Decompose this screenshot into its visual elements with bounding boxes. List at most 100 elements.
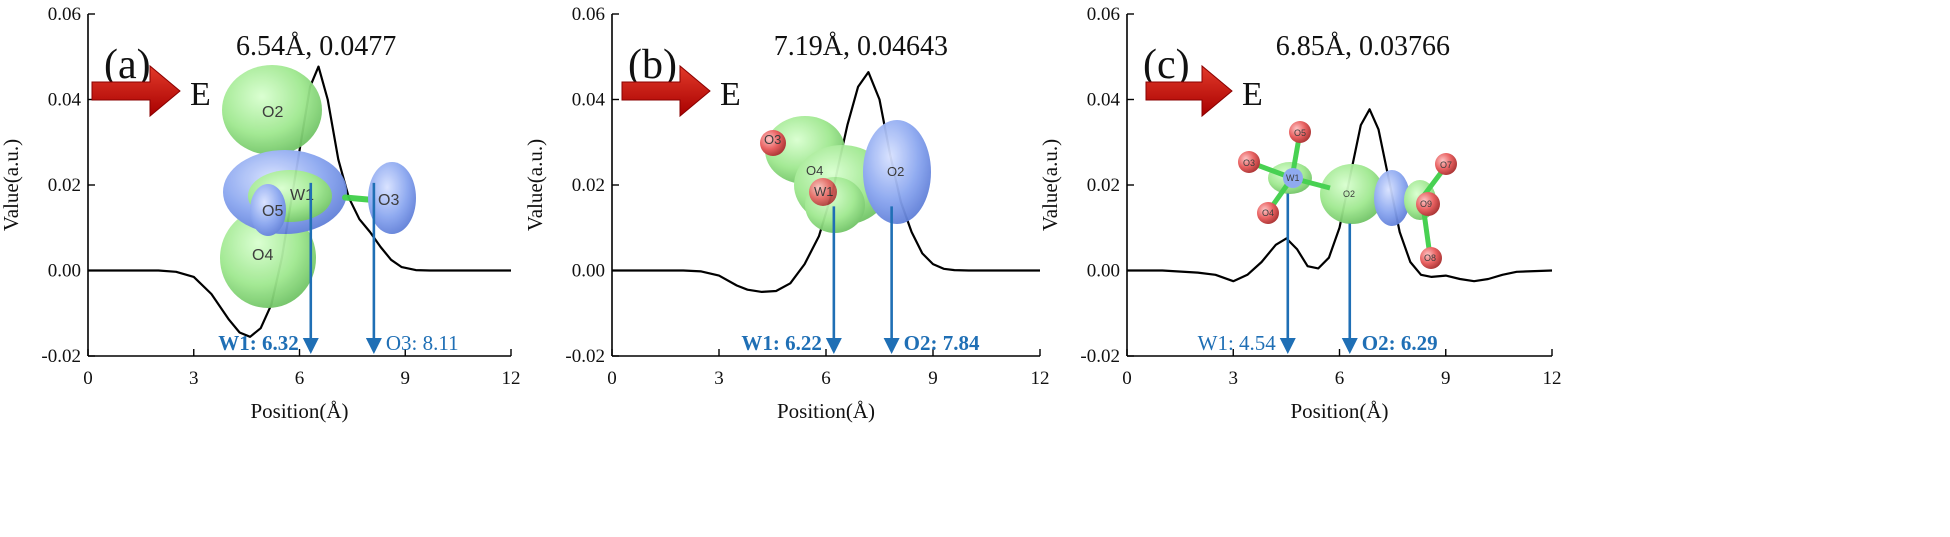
green-lobe (1320, 164, 1384, 224)
arrow-shape (1145, 64, 1233, 118)
atom-label: O2 (887, 164, 904, 179)
oxygen-atom (1289, 121, 1311, 143)
marker-arrow-head (825, 338, 842, 354)
oxygen-atom (1257, 202, 1279, 224)
atom-label: W1 (290, 187, 314, 204)
marker-arrow-head (1341, 338, 1358, 354)
y-tick-label: 0.02 (48, 175, 81, 196)
atom-marker: O2: 6.29 (1341, 223, 1438, 355)
isosurface-a: O2 W1 O5 O3 O4 (220, 65, 416, 308)
y-axis-label: Value(a.u.) (1038, 139, 1062, 231)
series-line (1127, 108, 1553, 283)
panel-label: (a) (104, 42, 151, 88)
tungsten-atom (809, 178, 837, 206)
arrow-shape (621, 64, 711, 118)
atom-marker: W1: 4.54 (1198, 193, 1296, 355)
panel-c: 0 3 6 9 12 -0.02 0.00 0.02 0.04 0.06 Position(Å) Va… (1038, 4, 1562, 423)
y-tick-label: 0.04 (1087, 90, 1121, 111)
oxygen-atom (760, 130, 786, 156)
atom-label: O7 (1440, 160, 1452, 170)
atom-label: O3 (1243, 158, 1255, 168)
y-tick-label: 0.04 (48, 90, 82, 111)
x-tick-label: 9 (928, 368, 938, 389)
panel-a: 0 3 6 9 12 -0.02 0.00 0.02 0.04 0.06 Position(Å) Va… (0, 4, 521, 423)
arrow-shape (91, 64, 181, 118)
y-tick-label: -0.02 (1080, 346, 1120, 367)
oxygen-atom (1238, 151, 1260, 173)
atom-label: O3 (764, 132, 781, 147)
marker-arrow-head (302, 338, 319, 354)
atom-label: O5 (1294, 128, 1306, 138)
oxygen-atom (1435, 153, 1457, 175)
e-field-arrow: E (621, 64, 741, 118)
arrow-label: E (1242, 76, 1263, 113)
e-field-arrow: E (91, 64, 211, 118)
x-tick-label: 0 (607, 368, 617, 389)
atom-label: W1 (814, 184, 834, 199)
atom-label: O5 (262, 203, 283, 220)
x-tick-label: 0 (83, 368, 93, 389)
oxygen-atom (1416, 192, 1440, 216)
isosurface-b: O3 O4 W1 O2 (760, 116, 931, 233)
x-tick-label: 6 (821, 368, 831, 389)
marker-label: W1: 6.32 (218, 331, 299, 355)
atom-label: O2 (1343, 189, 1355, 199)
tungsten-atom (1283, 168, 1303, 188)
x-tick-label: 3 (189, 368, 199, 389)
y-tick-label: 0.02 (572, 175, 605, 196)
x-tick-label: 6 (295, 368, 305, 389)
atom-label: W1 (1286, 173, 1300, 183)
series-line (612, 71, 1040, 293)
atom-label: O4 (252, 247, 273, 264)
blue-lobe (1374, 170, 1410, 226)
y-tick-label: -0.02 (41, 346, 81, 367)
marker-label: W1: 4.54 (1198, 331, 1277, 355)
x-tick-label: 6 (1335, 368, 1345, 389)
e-field-arrow: E (1145, 64, 1263, 118)
x-tick-label: 0 (1122, 368, 1132, 389)
atom-label: O4 (806, 163, 823, 178)
x-tick-label: 9 (401, 368, 411, 389)
panel-label: (b) (628, 42, 677, 88)
y-axis-label: Value(a.u.) (523, 139, 547, 231)
green-lobe (222, 65, 322, 155)
atom-marker: O2: 7.84 (883, 206, 980, 355)
oxygen-atom (1420, 247, 1442, 269)
atom-label: O8 (1424, 253, 1436, 263)
x-axis-label: Position(Å) (777, 399, 875, 423)
y-tick-label: 0.04 (572, 90, 606, 111)
marker-label: W1: 6.22 (741, 331, 822, 355)
arrow-label: E (190, 76, 211, 113)
marker-arrow-head (1279, 338, 1296, 354)
marker-label: O3: 8.11 (386, 331, 459, 355)
atom-label: O4 (1262, 208, 1274, 218)
atom-marker: W1: 6.32 (218, 182, 319, 355)
marker-label: O2: 7.84 (904, 331, 980, 355)
x-tick-label: 9 (1441, 368, 1451, 389)
x-tick-label: 12 (1543, 368, 1562, 389)
x-tick-label: 12 (502, 368, 521, 389)
blue-lobe (368, 162, 416, 234)
peak-label: 6.54Å, 0.0477 (236, 31, 396, 62)
y-axis-label: Value(a.u.) (0, 139, 23, 231)
x-tick-label: 12 (1031, 368, 1050, 389)
atom-label: O2 (262, 104, 283, 121)
y-tick-label: 0.00 (48, 261, 81, 282)
chart-0: 0 3 6 9 12 -0.02 0.00 0.02 0.04 0.06 Position(Å) Va… (0, 4, 521, 423)
atom-label: O9 (1420, 199, 1432, 209)
x-axis-label: Position(Å) (250, 399, 348, 423)
atom-marker: W1: 6.22 (741, 206, 842, 355)
blue-lobe (863, 120, 931, 224)
x-axis-label: Position(Å) (1290, 399, 1388, 423)
x-tick-label: 3 (1229, 368, 1239, 389)
y-tick-label: 0.06 (48, 4, 81, 25)
y-tick-label: 0.00 (572, 261, 605, 282)
chart-2: 0 3 6 9 12 -0.02 0.00 0.02 0.04 0.06 Position(Å) Va… (1038, 4, 1562, 423)
y-tick-label: 0.06 (1087, 4, 1120, 25)
y-tick-label: 0.06 (572, 4, 605, 25)
y-tick-label: -0.02 (565, 346, 605, 367)
panel-b: 0 3 6 9 12 -0.02 0.00 0.02 0.04 0.06 Position(Å) Va… (523, 4, 1050, 423)
arrow-label: E (720, 76, 741, 113)
peak-label: 6.85Å, 0.03766 (1276, 31, 1450, 62)
